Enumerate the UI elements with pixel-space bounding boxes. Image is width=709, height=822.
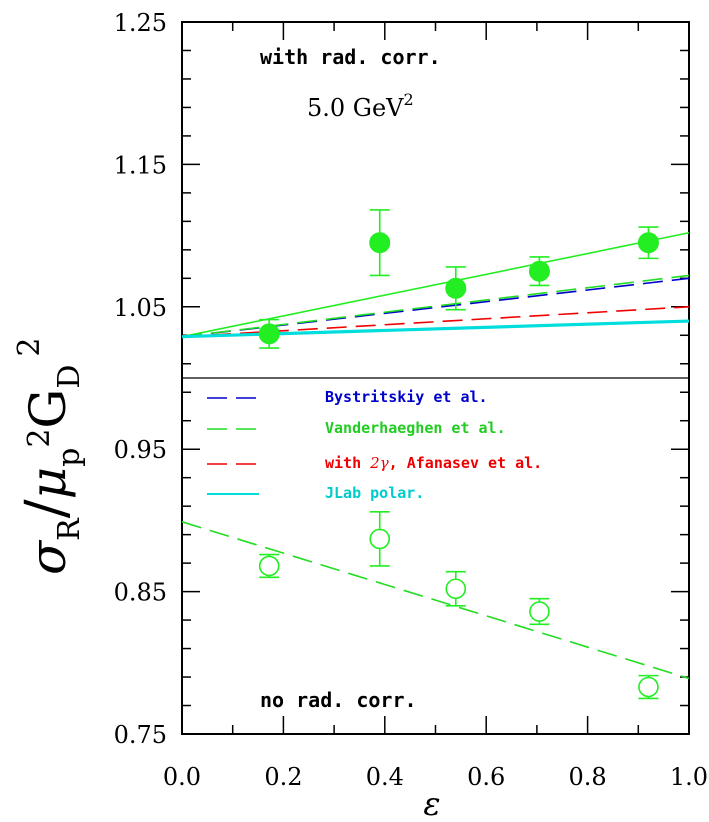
data-point-open (529, 601, 550, 622)
y-title-sup-2b: 2 (12, 337, 47, 356)
data-point-filled (258, 323, 280, 345)
data-point-open (258, 555, 280, 577)
y-title-sup-2a: 2 (22, 429, 57, 448)
x-tick-label: 0.4 (366, 763, 404, 791)
y-title-sub-r: R (52, 517, 87, 541)
svg-text:σR/μp2GD2: σR/μp2GD2 (12, 337, 87, 575)
annotation-q2: 5.0 GeV2 (307, 90, 414, 122)
legend-label-vanderhaeghen: Vanderhaeghen et al. (325, 419, 506, 437)
y-title-mu: μ (19, 467, 77, 500)
data-point-open (445, 578, 467, 600)
y-title-slash: / (14, 499, 79, 518)
y-tick-label: 0.75 (114, 721, 167, 749)
data-point-open (638, 676, 659, 698)
x-tick-label: 0.0 (163, 763, 201, 791)
annotation-q2-superscript: 2 (404, 90, 414, 109)
x-tick-label: 1.0 (670, 763, 708, 791)
annotation-with-rad-corr: with rad. corr. (260, 45, 441, 69)
x-tick-label: 0.8 (569, 763, 607, 791)
legend-label-afanasev: with 2γ, Afanasev et al. (325, 454, 542, 472)
tick-labels: 0.0 0.2 0.4 0.6 0.8 1.0 0.75 0.85 0.95 1.05 1.15 1.… (114, 9, 709, 791)
x-tick-label: 0.2 (264, 763, 302, 791)
x-axis-title: ε (423, 785, 440, 822)
y-title-g: G (19, 389, 77, 429)
series-line-7 (181, 521, 690, 680)
legend-label-bystritskiy: Bystritskiy et al. (325, 388, 488, 406)
data-point-open (369, 528, 391, 550)
y-axis-title: σR/μp2GD2 (12, 337, 87, 575)
y-tick-label: 1.15 (114, 151, 167, 179)
tick-marks (181, 21, 690, 735)
legend: Bystritskiy et al. Vanderhaeghen et al. … (207, 388, 542, 502)
data-point-filled (445, 277, 467, 299)
y-title-sub-d: D (52, 365, 87, 389)
y-tick-label: 0.85 (114, 579, 167, 607)
y-tick-label: 0.95 (114, 436, 167, 464)
y-tick-label: 1.05 (114, 294, 167, 322)
annotation-no-rad-corr: no rad. corr. (260, 688, 417, 712)
series-line-3 (181, 277, 690, 338)
y-title-sigma: σ (19, 539, 77, 575)
data-point-filled (369, 232, 391, 254)
y-tick-label: 1.25 (114, 9, 167, 37)
series-line-2 (181, 231, 690, 338)
series-line-4 (181, 274, 690, 338)
y-title-sub-p: p (52, 448, 87, 467)
series-line-5 (181, 306, 690, 338)
data-points (258, 209, 659, 700)
data-point-filled (637, 232, 659, 254)
data-point-filled (528, 260, 550, 282)
legend-label-jlab: JLab polar. (325, 484, 424, 502)
series-line-6 (181, 319, 690, 339)
x-tick-label: 0.6 (467, 763, 505, 791)
